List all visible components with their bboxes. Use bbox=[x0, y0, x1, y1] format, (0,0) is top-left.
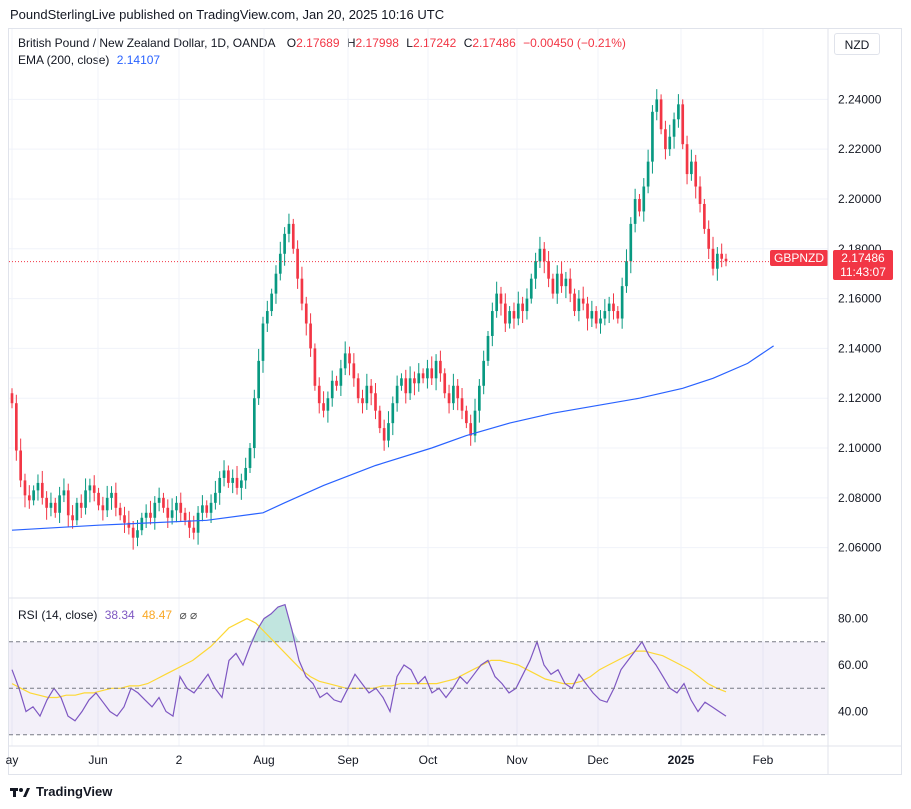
high-value: 2.17998 bbox=[355, 36, 399, 50]
low-value: 2.17242 bbox=[412, 36, 457, 50]
open-value: 2.17689 bbox=[296, 36, 340, 50]
high-label: H bbox=[346, 36, 356, 50]
symbol-legend[interactable]: British Pound / New Zealand Dollar, 1D, … bbox=[18, 36, 630, 50]
rsi-label: RSI (14, close) bbox=[18, 608, 98, 622]
currency-button[interactable]: NZD bbox=[834, 33, 880, 55]
rsi-legend[interactable]: RSI (14, close) 38.34 48.47 ⌀ ⌀ bbox=[18, 608, 201, 622]
published-caption: PoundSterlingLive published on TradingVi… bbox=[10, 7, 445, 22]
rsi-settings-icon[interactable]: ⌀ ⌀ bbox=[179, 608, 198, 622]
symbol-title: British Pound / New Zealand Dollar, 1D, … bbox=[18, 36, 276, 50]
ema-label: EMA (200, close) bbox=[18, 53, 110, 67]
rsi-ma-value: 48.47 bbox=[142, 608, 173, 622]
close-label: C bbox=[463, 36, 473, 50]
close-value: 2.17486 bbox=[472, 36, 516, 50]
footer[interactable]: TradingView bbox=[10, 784, 112, 799]
chart-frame bbox=[8, 28, 902, 775]
rsi-value: 38.34 bbox=[104, 608, 135, 622]
footer-brand: TradingView bbox=[36, 784, 113, 799]
ema-legend[interactable]: EMA (200, close) 2.14107 bbox=[18, 53, 164, 67]
open-label: O bbox=[286, 36, 297, 50]
tradingview-logo-icon bbox=[10, 787, 30, 797]
low-label: L bbox=[406, 36, 413, 50]
ema-value: 2.14107 bbox=[116, 53, 161, 67]
change-value: −0.00450 (−0.21%) bbox=[523, 36, 626, 50]
